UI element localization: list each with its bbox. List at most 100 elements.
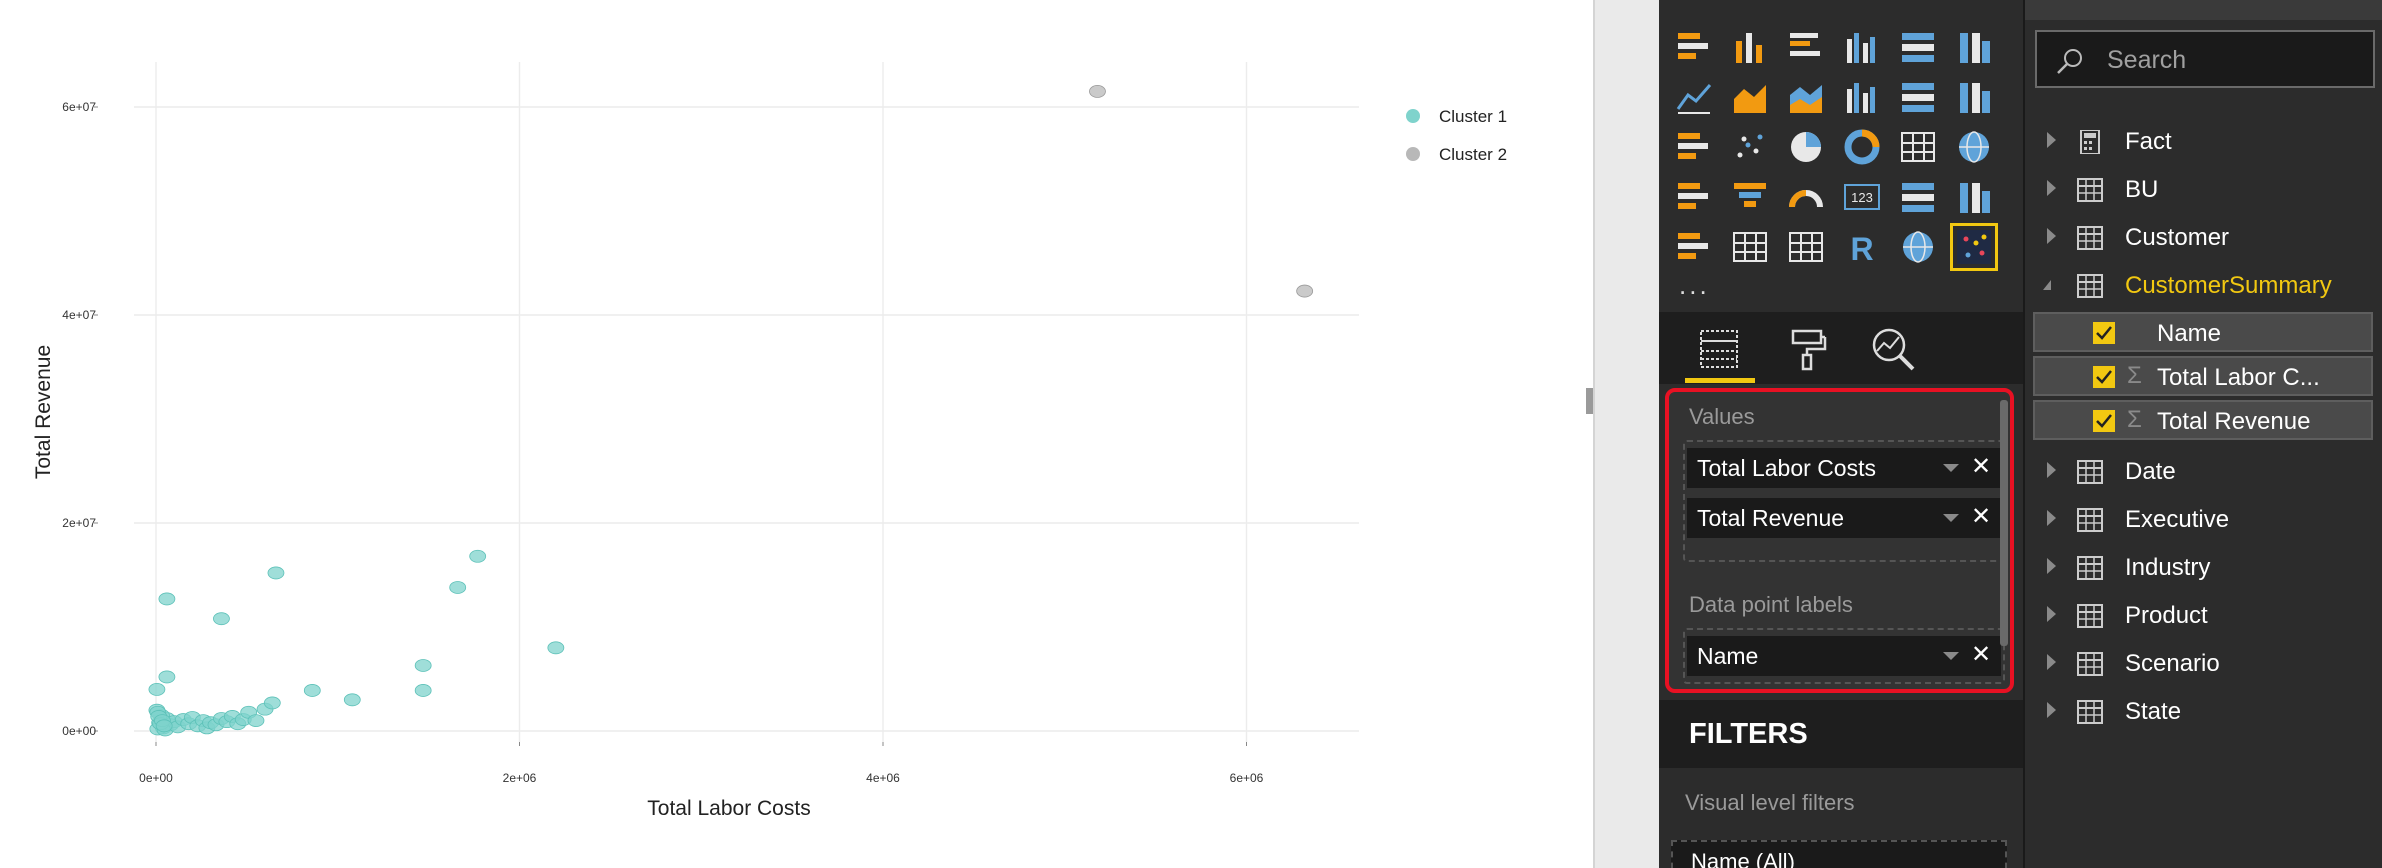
close-icon[interactable]: ✕ [1970,503,1992,530]
chevron-down-icon[interactable] [1943,514,1959,522]
field-table-industry[interactable]: Industry [2025,544,2382,590]
gauge-icon[interactable] [1783,174,1829,220]
analytics-tab-icon[interactable] [1863,324,1923,374]
data-point [414,659,432,672]
visualizations-tabs [1659,312,2023,384]
line-clustered-column-icon[interactable] [1839,74,1885,120]
report-canvas[interactable]: 0e+00 2e+06 4e+06 6e+06 0e+00 2e+07 4e+07 6e+07… [0,0,1593,868]
field-table-state[interactable]: State [2025,688,2382,734]
arcgis-globe-icon[interactable] [1895,224,1941,270]
labels-pill[interactable]: Name ✕ [1687,636,2001,676]
close-icon[interactable]: ✕ [1970,453,1992,480]
collapsed-arrow-icon[interactable] [2047,132,2056,148]
collapsed-arrow-icon[interactable] [2047,228,2056,244]
slicer-icon[interactable] [1671,224,1717,270]
filter-pill[interactable]: Name (All) [1671,840,2007,868]
stacked-bar-icon[interactable] [1671,24,1717,70]
checkbox[interactable] [2093,410,2115,432]
field-table-fact[interactable]: Fact [2025,118,2382,164]
field-table-customersummary[interactable]: CustomerSummary [2025,262,2382,308]
values-pill-label: Total Labor Costs [1697,455,1876,481]
fields-tab-icon[interactable] [1689,324,1749,374]
scatter-chart-icon[interactable] [1727,124,1773,170]
collapsed-arrow-icon[interactable] [2047,606,2056,622]
data-point [414,684,432,697]
collapsed-arrow-icon[interactable] [2047,510,2056,526]
field-item[interactable]: Name [2033,312,2373,352]
y-tick-label: 2e+07 [62,516,96,530]
100-stacked-bar-icon[interactable] [1895,24,1941,70]
chevron-down-icon[interactable] [1943,652,1959,660]
more-visuals-button[interactable]: ... [1679,270,1710,300]
card-icon[interactable]: 123 [1839,174,1885,220]
field-table-executive[interactable]: Executive [2025,496,2382,542]
table-icon [2077,226,2103,250]
legend-label: Cluster 1 [1439,107,1507,126]
chevron-down-icon[interactable] [1943,464,1959,472]
format-tab-icon[interactable] [1777,324,1837,374]
clustered-bar-icon[interactable] [1783,24,1829,70]
data-point [303,684,321,697]
values-pill-label: Total Revenue [1697,505,1845,531]
canvas-resize-handle[interactable] [1586,388,1593,414]
legend-label: Cluster 2 [1439,145,1507,164]
collapsed-arrow-icon[interactable] [2047,180,2056,196]
y-tick-label: 6e+07 [62,100,96,114]
table-icon [2077,508,2103,532]
field-table-scenario[interactable]: Scenario [2025,640,2382,686]
table-icon [2077,178,2103,202]
close-icon[interactable]: ✕ [1970,641,1992,668]
stacked-column-icon[interactable] [1727,24,1773,70]
waterfall-icon[interactable] [1671,124,1717,170]
values-pill[interactable]: Total Labor Costs ✕ [1687,448,2001,488]
labels-pill-label: Name [1697,643,1759,669]
100-stacked-column-icon[interactable] [1951,24,1997,70]
collapsed-arrow-icon[interactable] [2047,702,2056,718]
values-pill[interactable]: Total Revenue ✕ [1687,498,2001,538]
expanded-arrow-icon[interactable] [2043,280,2051,290]
sigma-icon: Σ [2127,362,2142,389]
scatter-chart[interactable]: 0e+00 2e+06 4e+06 6e+06 0e+00 2e+07 4e+07 6e+07… [0,0,1593,868]
table-icon [2077,652,2103,676]
matrix-icon[interactable] [1783,224,1829,270]
field-table-customer[interactable]: Customer [2025,214,2382,260]
checkbox[interactable] [2093,322,2115,344]
area-chart-icon[interactable] [1727,74,1773,120]
multi-row-card-icon[interactable] [1895,174,1941,220]
data-point-labels-well[interactable] [1683,628,2005,684]
pie-chart-icon[interactable] [1783,124,1829,170]
data-point [547,641,565,655]
field-item[interactable]: Σ Total Revenue [2033,400,2373,440]
collapsed-arrow-icon[interactable] [2047,462,2056,478]
treemap-icon[interactable] [1895,124,1941,170]
line-stacked-column-icon[interactable] [1895,74,1941,120]
collapsed-arrow-icon[interactable] [2047,558,2056,574]
data-point [267,566,285,580]
table-icon[interactable] [1727,224,1773,270]
table-icon [2077,604,2103,628]
collapsed-arrow-icon[interactable] [2047,654,2056,670]
ribbon-chart-icon[interactable] [1951,74,1997,120]
field-table-date[interactable]: Date [2025,448,2382,494]
field-table-product[interactable]: Product [2025,592,2382,638]
field-table-label: Fact [2125,128,2172,155]
clustered-column-icon[interactable] [1839,24,1885,70]
checkbox[interactable] [2093,366,2115,388]
filled-map-icon[interactable] [1671,174,1717,220]
field-table-label: BU [2125,176,2159,203]
field-table-bu[interactable]: BU [2025,166,2382,212]
line-chart-icon[interactable] [1671,74,1717,120]
data-point [247,714,265,727]
stacked-area-icon[interactable] [1783,74,1829,120]
kpi-icon[interactable] [1951,174,1997,220]
donut-chart-icon[interactable] [1839,124,1885,170]
r-visual-icon[interactable]: R [1839,224,1885,270]
search-input[interactable]: Search [2035,30,2375,88]
field-table-label: CustomerSummary [2125,272,2332,299]
map-icon[interactable] [1951,124,1997,170]
wells-scrollbar[interactable] [2000,400,2008,646]
field-item[interactable]: Σ Total Labor C... [2033,356,2373,396]
funnel-icon[interactable] [1727,174,1773,220]
cluster-custom-visual-icon[interactable] [1950,223,1998,271]
canvas-gutter [1593,0,1659,868]
